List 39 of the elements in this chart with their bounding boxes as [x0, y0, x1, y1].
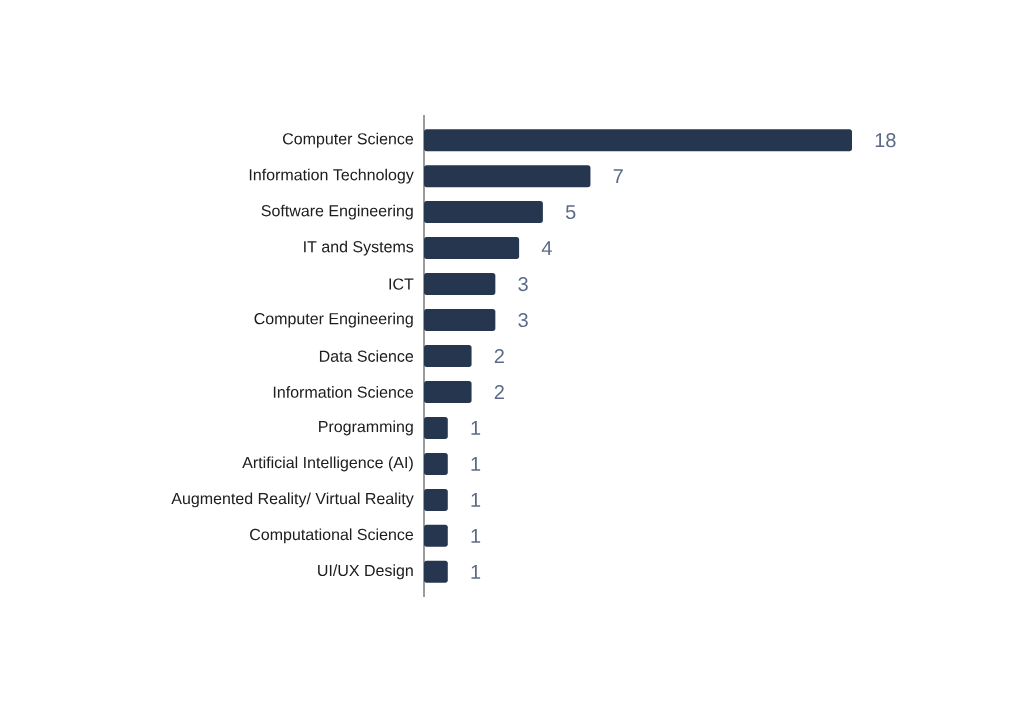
y-tick-label: Computer Science	[283, 132, 414, 148]
y-tick-label: Information Science	[273, 386, 414, 398]
data-label: 1	[471, 457, 481, 471]
y-tick-label: UI/UX Design	[318, 564, 413, 580]
bar	[424, 380, 472, 403]
bar	[424, 165, 591, 188]
data-label: 1	[471, 493, 481, 507]
y-tick-label: IT and Systems	[304, 240, 414, 256]
bar	[424, 345, 472, 367]
y-tick-label: Computer Engineering	[254, 312, 413, 328]
data-label: 1	[471, 421, 481, 435]
y-tick-label: Computational Science	[250, 528, 414, 544]
bar	[424, 129, 853, 152]
data-label: 1	[471, 564, 481, 579]
bar	[424, 309, 496, 332]
data-label: 2	[494, 349, 504, 363]
data-label: 3	[518, 276, 528, 292]
bar	[424, 237, 520, 260]
bar	[424, 560, 448, 583]
data-label: 7	[613, 169, 623, 184]
bar	[424, 201, 543, 224]
bar	[424, 416, 448, 439]
data-label: 18	[875, 133, 896, 148]
data-label: 1	[471, 528, 481, 543]
y-tick-label: Augmented Reality/ Virtual Reality	[171, 492, 414, 508]
y-tick-label: Software Engineering	[261, 204, 413, 220]
data-label: 4	[541, 241, 552, 255]
bar	[424, 273, 496, 296]
y-tick-label: ICT	[389, 278, 414, 290]
y-tick-label: Artificial Intelligence (AI)	[242, 456, 413, 472]
y-tick-label: Programming	[319, 420, 413, 436]
bar	[424, 452, 448, 475]
y-tick-label: Information Technology	[249, 168, 414, 184]
data-label: 2	[494, 384, 504, 399]
bar	[424, 524, 448, 547]
data-label: 3	[518, 312, 528, 328]
bar	[424, 488, 448, 511]
data-label: 5	[565, 205, 576, 220]
y-tick-label: Data Science	[319, 350, 414, 362]
